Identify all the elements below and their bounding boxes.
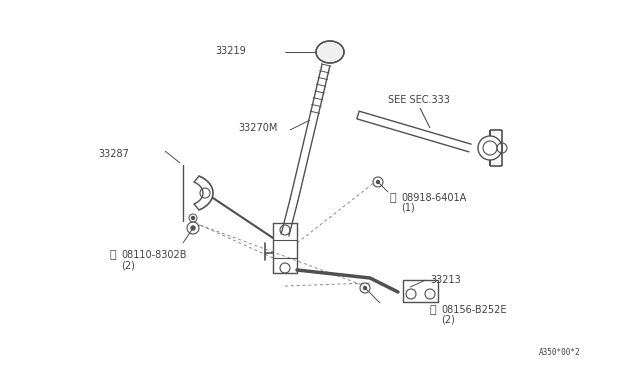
Text: 08110-8302B: 08110-8302B <box>121 250 186 260</box>
Text: 08156-B252E: 08156-B252E <box>441 305 506 315</box>
Text: 08918-6401A: 08918-6401A <box>401 193 467 203</box>
Text: 33270M: 33270M <box>238 123 277 133</box>
Circle shape <box>191 217 195 219</box>
Text: (2): (2) <box>121 260 135 270</box>
Text: (1): (1) <box>401 203 415 213</box>
Ellipse shape <box>316 41 344 63</box>
Text: SEE SEC.333: SEE SEC.333 <box>388 95 450 105</box>
Circle shape <box>376 180 380 183</box>
Text: (2): (2) <box>441 315 455 325</box>
Text: Ⓑ: Ⓑ <box>430 305 436 315</box>
Circle shape <box>191 226 195 230</box>
Text: Ⓑ: Ⓑ <box>110 250 116 260</box>
Text: Ⓝ: Ⓝ <box>390 193 397 203</box>
Text: 33287: 33287 <box>98 149 129 159</box>
Circle shape <box>364 286 367 289</box>
Text: A350*00*2: A350*00*2 <box>538 348 580 357</box>
Text: 33219: 33219 <box>215 46 246 56</box>
Text: 33213: 33213 <box>430 275 461 285</box>
